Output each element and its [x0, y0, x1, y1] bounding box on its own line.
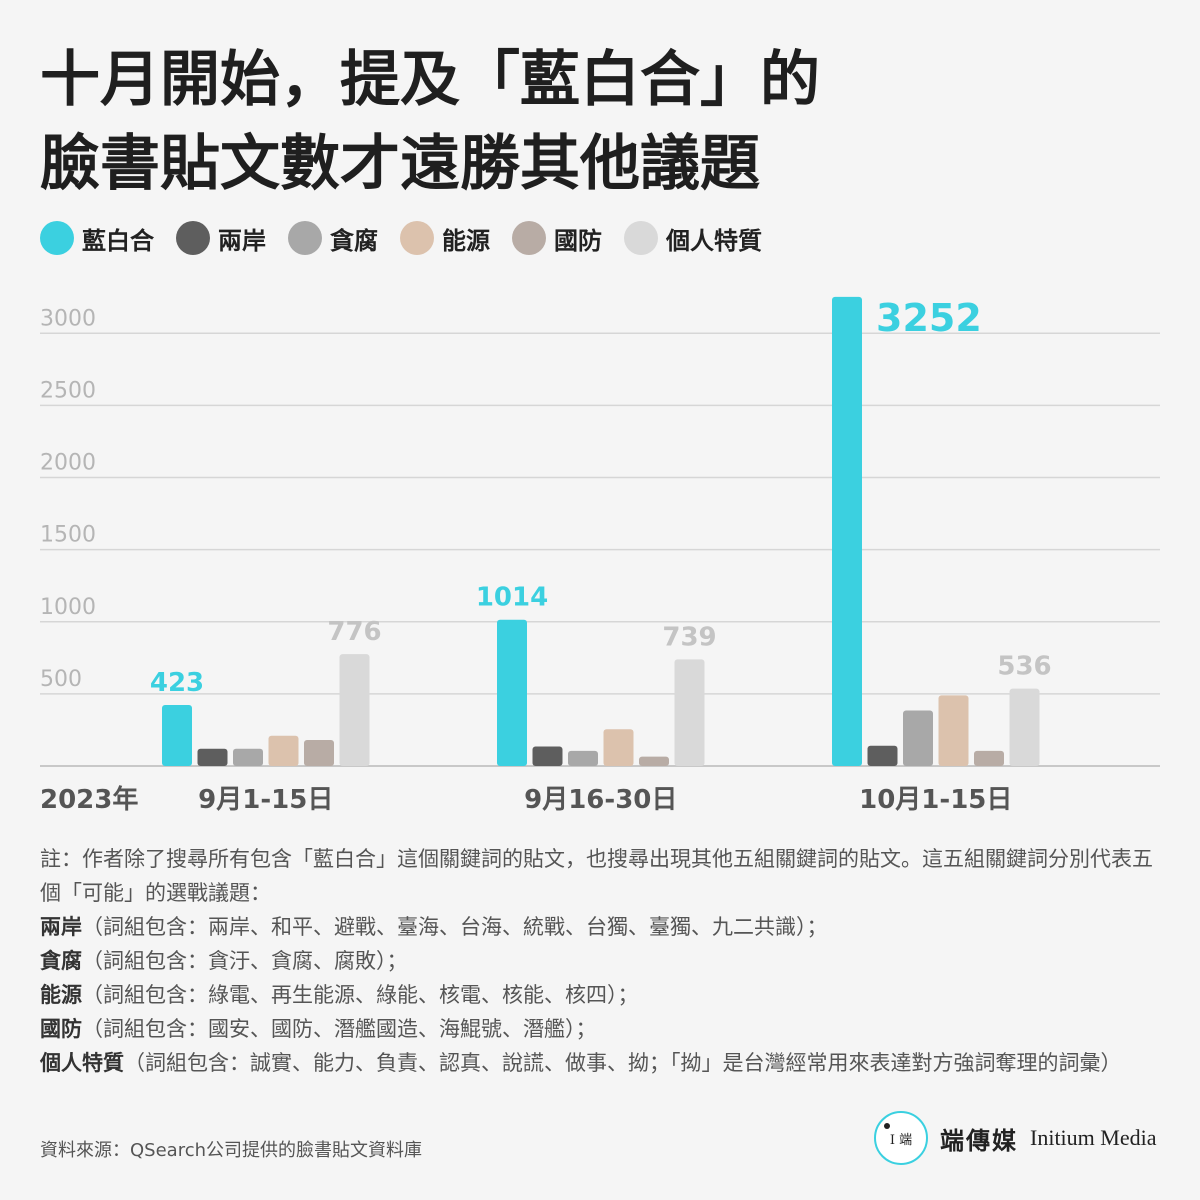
legend-item-5: 個人特質 [624, 221, 762, 256]
notes: 註：作者除了搜尋所有包含「藍白合」這個關鍵詞的貼文，也搜尋出現其他五組關鍵詞的貼… [40, 842, 1162, 1080]
bar [974, 750, 1004, 766]
x-tick-label: 9月16-30日 [524, 785, 677, 815]
x-tick-label: 9月1-15日 [198, 785, 333, 815]
note-item: 個人特質（詞組包含：誠實、能力、負責、認真、說謊、做事、拗；「拗」是台灣經常用來… [40, 1046, 1162, 1080]
bar [339, 654, 370, 766]
legend-swatch [288, 221, 322, 255]
bar-chart: 500 1000 1500 2000 2500 3000 423 776 9月1-15日 101… [40, 296, 1160, 815]
legend-label: 能源 [442, 226, 490, 255]
legend-item-1: 兩岸 [176, 221, 266, 256]
bar [197, 748, 228, 766]
note-keyword: 國防 [40, 1017, 82, 1041]
y-tick-label: 500 [40, 667, 82, 692]
bar [568, 750, 598, 766]
y-tick-label: 1500 [40, 523, 96, 548]
grid-layer: 500 1000 1500 2000 2500 3000 [40, 306, 1160, 767]
note-item: 國防（詞組包含：國安、國防、潛艦國造、海鯤號、潛艦）； [40, 1012, 1162, 1046]
title-line-2: 臉書貼文數才遠勝其他議題 [40, 129, 760, 199]
legend-label: 國防 [554, 226, 602, 255]
bar [1009, 688, 1040, 766]
note-item: 貪腐（詞組包含：貪汙、貪腐、腐敗）； [40, 944, 1162, 978]
legend-swatch [624, 221, 658, 255]
legend-item-3: 能源 [400, 221, 490, 256]
bar [603, 729, 634, 766]
y-tick-label: 2000 [40, 451, 96, 476]
bar [938, 695, 969, 766]
legend-item-0: 藍白合 [40, 221, 154, 256]
legend-label: 藍白合 [82, 226, 154, 255]
legend-label: 貪腐 [330, 226, 378, 255]
note-text: （詞組包含：誠實、能力、負責、認真、說謊、做事、拗；「拗」是台灣經常用來表達對方… [124, 1051, 1122, 1075]
legend-label: 個人特質 [666, 226, 762, 255]
title-line-1: 十月開始，提及「藍白合」的 [40, 45, 820, 115]
data-label: 1014 [476, 583, 548, 613]
initium-logo-icon: I 端 [874, 1111, 928, 1165]
note-keyword: 貪腐 [40, 949, 82, 973]
note-text: （詞組包含：貪汙、貪腐、腐敗）； [82, 949, 408, 973]
publisher-logo: I 端 端傳媒 Initium Media [874, 1110, 1156, 1166]
legend-swatch [512, 221, 546, 255]
bar [639, 756, 669, 766]
y-tick-label: 3000 [40, 306, 96, 331]
bar [532, 746, 563, 766]
data-label: 739 [662, 622, 716, 652]
note-item: 兩岸（詞組包含：兩岸、和平、避戰、臺海、台海、統戰、台獨、臺獨、九二共識）； [40, 910, 1162, 944]
legend-swatch [40, 221, 74, 255]
year-label: 2023年 [40, 784, 138, 815]
legend-swatch [176, 221, 210, 255]
y-tick-label: 2500 [40, 378, 96, 403]
notes-intro: 註：作者除了搜尋所有包含「藍白合」這個關鍵詞的貼文，也搜尋出現其他五組關鍵詞的貼… [40, 847, 1153, 905]
bar [304, 740, 334, 766]
x-tick-label: 10月1-15日 [859, 785, 1012, 815]
data-label: 536 [997, 652, 1051, 682]
chart-title: 十月開始，提及「藍白合」的 臉書貼文數才遠勝其他議題 [40, 38, 1160, 206]
bar [233, 748, 263, 766]
legend-item-4: 國防 [512, 221, 602, 256]
bar [674, 659, 705, 766]
note-keyword: 兩岸 [40, 915, 82, 939]
legend-swatch [400, 221, 434, 255]
bar [497, 619, 527, 766]
bar [903, 710, 933, 766]
note-item: 能源（詞組包含：綠電、再生能源、綠能、核電、核能、核四）； [40, 978, 1162, 1012]
legend-item-2: 貪腐 [288, 221, 378, 256]
data-label: 776 [327, 617, 381, 647]
logo-name-en: Initium Media [1030, 1125, 1157, 1150]
note-keyword: 能源 [40, 983, 82, 1007]
data-label: 3252 [876, 296, 982, 340]
logo-mark-text: I 端 [889, 1132, 913, 1148]
y-tick-label: 1000 [40, 595, 96, 620]
legend-label: 兩岸 [218, 226, 266, 255]
note-keyword: 個人特質 [40, 1051, 124, 1075]
note-text: （詞組包含：國安、國防、潛艦國造、海鯤號、潛艦）； [82, 1017, 597, 1041]
data-source: 資料來源：QSearch公司提供的臉書貼文資料庫 [40, 1140, 423, 1161]
bar [867, 745, 898, 766]
bar [162, 704, 192, 766]
legend: 藍白合 兩岸 貪腐 能源 國防 個人特質 [40, 216, 762, 260]
bar [268, 735, 299, 766]
bar [832, 296, 862, 766]
note-text: （詞組包含：綠電、再生能源、綠能、核電、核能、核四）； [82, 983, 639, 1007]
logo-name-cn: 端傳媒 [940, 1125, 1018, 1155]
bar-layer [162, 296, 1040, 766]
data-label: 423 [150, 668, 204, 698]
note-text: （詞組包含：兩岸、和平、避戰、臺海、台海、統戰、台獨、臺獨、九二共識）； [82, 915, 828, 939]
label-layer: 423 776 9月1-15日 1014 739 9月16-30日 3252 536 10月1-… [150, 296, 1052, 815]
